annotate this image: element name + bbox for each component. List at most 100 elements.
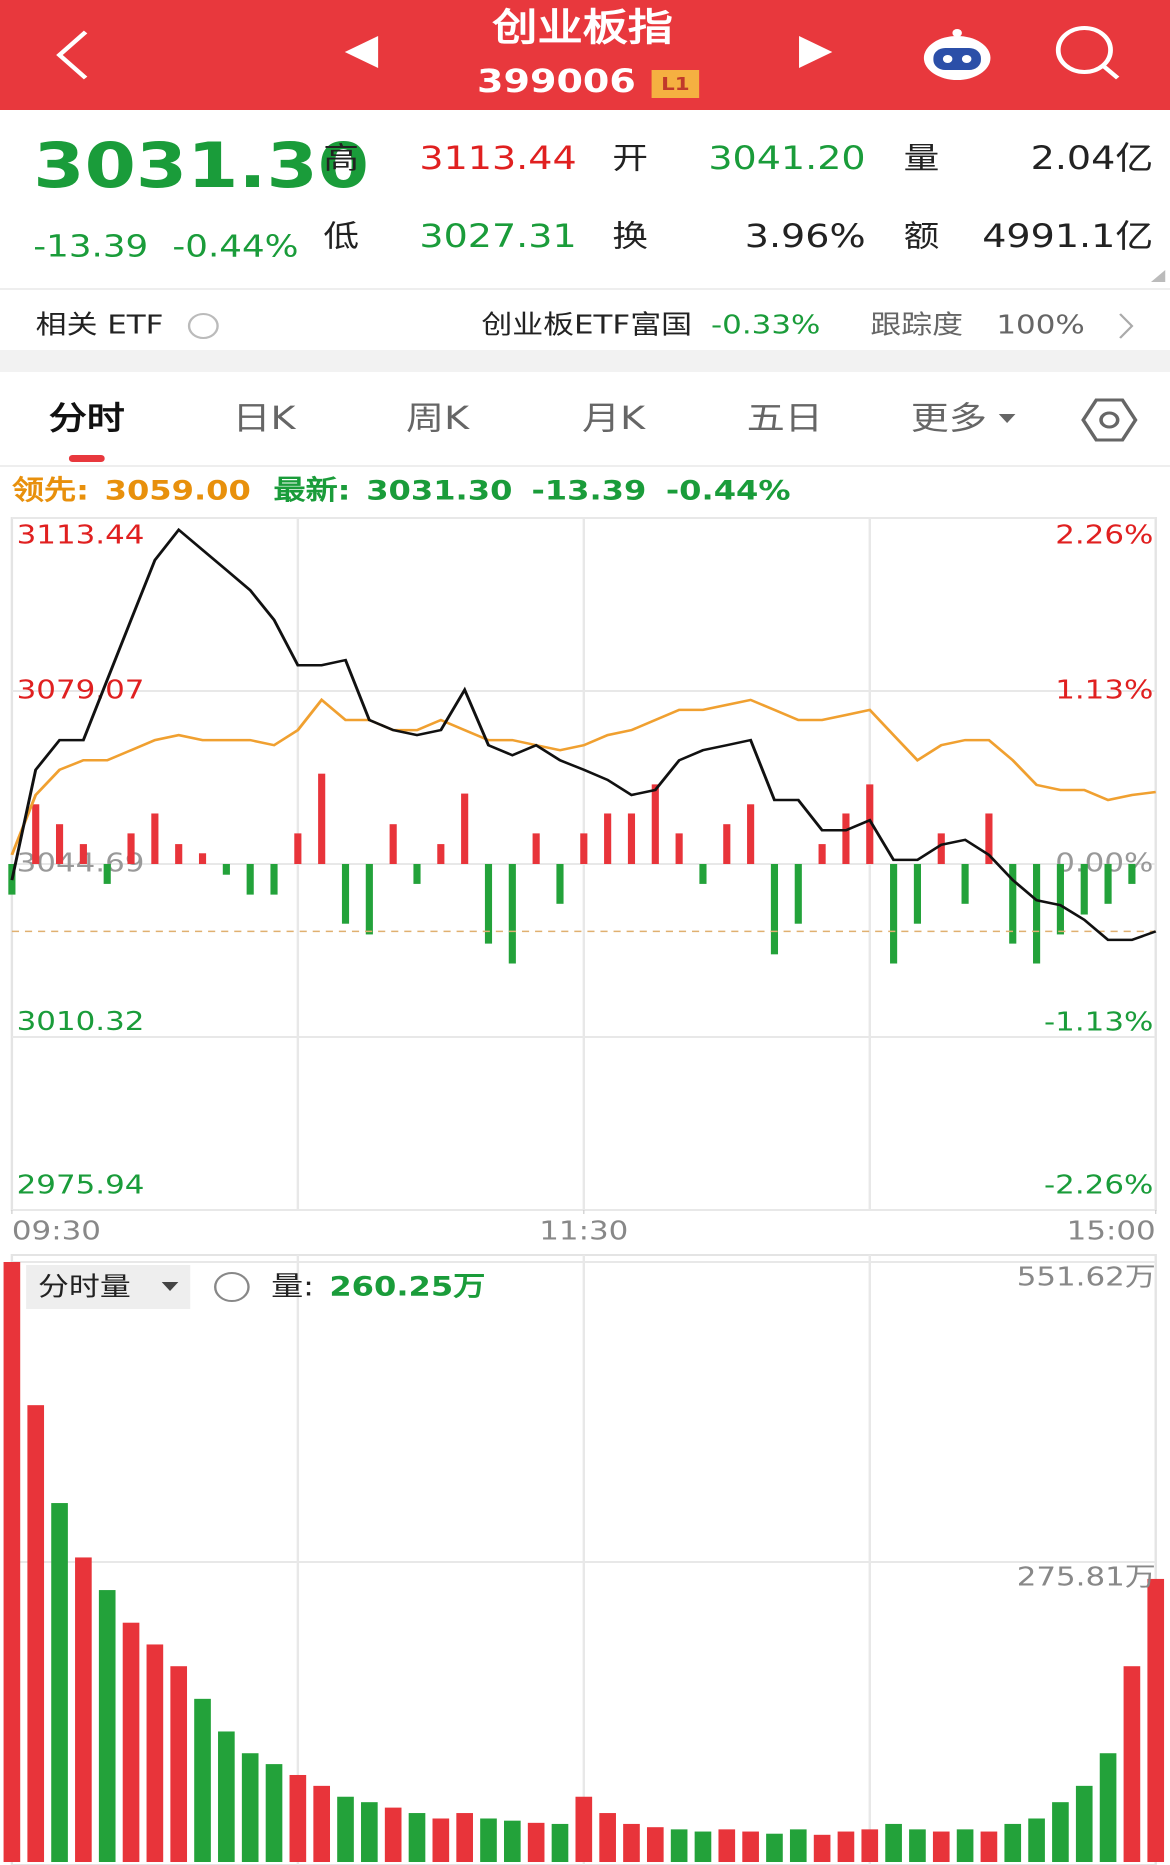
change: -13.39 bbox=[33, 228, 148, 264]
help-icon[interactable] bbox=[214, 1272, 250, 1302]
stat-value: 2.04亿 bbox=[1031, 140, 1154, 177]
breadth-bar bbox=[484, 864, 493, 944]
breadth-bar bbox=[1128, 864, 1136, 884]
tab[interactable]: 日K bbox=[232, 400, 296, 437]
breadth-bar bbox=[341, 864, 350, 924]
breadth-bar bbox=[198, 853, 207, 864]
badge: L1 bbox=[661, 74, 690, 95]
breadth-bar bbox=[1080, 864, 1088, 915]
breadth-bar bbox=[389, 824, 397, 864]
volume-bar bbox=[98, 1590, 116, 1862]
breadth-bar bbox=[103, 864, 111, 884]
volume-bar bbox=[194, 1698, 211, 1862]
breadth-bar bbox=[961, 864, 969, 904]
breadth-bar bbox=[1033, 864, 1041, 964]
latest-value: 3031.30 bbox=[366, 474, 512, 506]
volume-bar bbox=[289, 1774, 307, 1862]
tab[interactable]: 五日 bbox=[747, 400, 823, 437]
back-button[interactable] bbox=[56, 30, 88, 80]
volume-bar bbox=[361, 1802, 378, 1862]
volume-bar bbox=[766, 1833, 783, 1862]
volume-bar bbox=[909, 1829, 926, 1862]
latest-label: 最新: bbox=[273, 474, 350, 506]
volume-value: 260.25万 bbox=[329, 1270, 485, 1302]
breadth-bar bbox=[175, 844, 183, 864]
expand-corner[interactable] bbox=[1150, 270, 1166, 282]
chevron bbox=[1119, 313, 1134, 339]
tracking-label: 跟踪度 bbox=[870, 309, 963, 340]
y-tick-label: 551.62万 bbox=[1017, 1261, 1156, 1292]
robot-icon[interactable] bbox=[923, 29, 991, 80]
tab[interactable]: 分时 bbox=[49, 400, 125, 437]
volume-bar bbox=[75, 1557, 92, 1862]
volume-label: 量: bbox=[271, 1270, 314, 1302]
stat-label: 开 bbox=[612, 140, 648, 176]
prev-button[interactable] bbox=[344, 36, 379, 68]
code: 399006 bbox=[477, 63, 636, 100]
breadth-bar bbox=[580, 833, 588, 864]
tab[interactable]: 周K bbox=[406, 400, 470, 437]
y-tick-label: 2975.94 bbox=[17, 1169, 145, 1200]
stat-value: 3027.31 bbox=[419, 218, 576, 255]
tab[interactable]: 更多 bbox=[911, 400, 987, 437]
change-pct: -0.44% bbox=[172, 228, 298, 264]
breadth-bar bbox=[651, 784, 659, 864]
breadth-bar bbox=[699, 864, 707, 884]
volume-bar bbox=[51, 1503, 68, 1862]
y-tick-label: 3010.32 bbox=[17, 1006, 145, 1037]
breadth-bar bbox=[32, 804, 40, 864]
volume-bar bbox=[718, 1829, 736, 1862]
volume-bar bbox=[480, 1818, 497, 1862]
volume-bar bbox=[456, 1813, 473, 1862]
etf-name: 创业板ETF富国 bbox=[481, 309, 692, 340]
volume-bar bbox=[265, 1764, 283, 1862]
search-button[interactable] bbox=[1055, 26, 1120, 80]
y2-tick-label: 1.13% bbox=[1055, 674, 1153, 705]
y2-tick-label: -2.26% bbox=[1044, 1169, 1153, 1200]
breadth-bar bbox=[461, 793, 469, 864]
more-arrow bbox=[998, 414, 1016, 423]
volume-bar bbox=[146, 1644, 164, 1862]
dropdown[interactable]: 分时量 bbox=[38, 1271, 131, 1302]
breadth-bar bbox=[627, 813, 636, 864]
breadth-bar bbox=[794, 864, 802, 924]
dropdown-box[interactable] bbox=[26, 1265, 191, 1309]
dropdown-arrow bbox=[161, 1282, 179, 1291]
next-button[interactable] bbox=[799, 36, 833, 68]
stat-value: 3041.20 bbox=[708, 140, 865, 177]
volume-bar bbox=[1028, 1818, 1045, 1862]
y2-tick-label: 0.00% bbox=[1055, 847, 1153, 878]
price: 3031.30 bbox=[33, 130, 369, 202]
settings-button[interactable] bbox=[1081, 398, 1138, 442]
volume-bar bbox=[527, 1822, 545, 1862]
volume-bar bbox=[1075, 1785, 1093, 1862]
breadth-bar bbox=[151, 813, 159, 864]
breadth-bar bbox=[365, 864, 373, 935]
breadth-bar bbox=[437, 844, 445, 864]
stat-value: 4991.1亿 bbox=[982, 218, 1153, 255]
breadth-bar bbox=[1009, 864, 1017, 944]
breadth-bar bbox=[747, 804, 755, 864]
tab[interactable]: 月K bbox=[582, 400, 646, 437]
volume-bar bbox=[122, 1622, 140, 1862]
spacer bbox=[0, 350, 1170, 372]
stat-label: 换 bbox=[612, 218, 648, 254]
stat-value: 3.96% bbox=[745, 218, 866, 255]
etf-change: -0.33% bbox=[711, 309, 820, 340]
volume-bar bbox=[599, 1813, 616, 1862]
volume-bar bbox=[670, 1829, 688, 1862]
x-tick-label: 09:30 bbox=[12, 1215, 101, 1246]
help-icon[interactable] bbox=[187, 313, 219, 339]
etf-row[interactable]: 相关 ETF 创业板ETF富国 -0.33% 跟踪度 100% bbox=[36, 309, 1134, 340]
breadth-bar bbox=[842, 813, 850, 864]
breadth-bar bbox=[318, 773, 326, 864]
tracking-value: 100% bbox=[996, 309, 1084, 340]
latest-change-pct: -0.44% bbox=[666, 474, 791, 506]
volume-bar bbox=[1123, 1666, 1141, 1862]
breadth-bar bbox=[270, 864, 278, 895]
y2-tick-label: -1.13% bbox=[1044, 1006, 1153, 1037]
breadth-bar bbox=[675, 833, 683, 864]
volume-bar bbox=[551, 1823, 569, 1862]
volume-bar bbox=[503, 1820, 521, 1862]
